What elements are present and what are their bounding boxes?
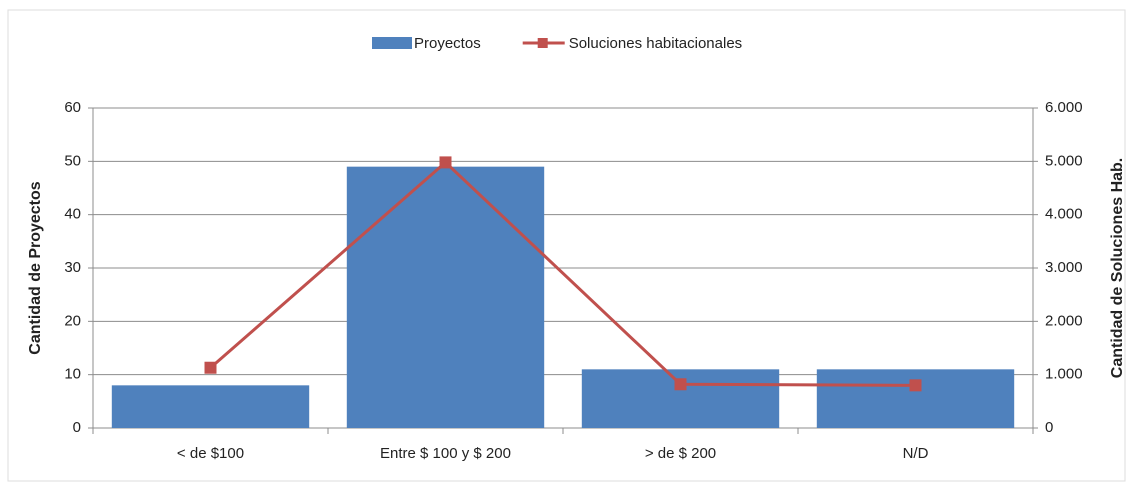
y2-tick-label: 0 <box>1045 419 1053 436</box>
y2-tick-label: 3.000 <box>1045 259 1083 276</box>
y2-tick-label: 4.000 <box>1045 206 1083 223</box>
legend-swatch <box>537 38 548 48</box>
line <box>209 160 916 387</box>
x-tick-label: N/D <box>903 445 929 462</box>
chart-frame <box>7 9 1126 482</box>
y2-tick-label: 2.000 <box>1045 312 1083 329</box>
bar <box>581 369 780 428</box>
y2-tick-label: 1.000 <box>1045 366 1083 383</box>
line-marker <box>674 378 687 391</box>
line-marker <box>909 379 922 392</box>
y-axis-title: Cantidad de Proyectos <box>27 181 44 354</box>
line-marker <box>204 361 217 374</box>
bar <box>816 369 1015 428</box>
y-tick-label: 10 <box>64 366 81 383</box>
x-tick-label: > de $ 200 <box>645 445 716 462</box>
bar <box>346 166 545 428</box>
x-tick-label: Entre $ 100 y $ 200 <box>380 445 511 462</box>
y2-tick-label: 6.000 <box>1045 99 1083 116</box>
bar <box>111 385 310 428</box>
y2-tick-label: 5.000 <box>1045 152 1083 169</box>
legend-swatch <box>372 37 412 49</box>
legend-label: Soluciones habitacionales <box>569 35 742 52</box>
y-tick-label: 30 <box>64 259 81 276</box>
y-tick-label: 20 <box>64 312 81 329</box>
y2-axis-title: Cantidad de Soluciones Hab. <box>1109 158 1126 378</box>
y-tick-label: 0 <box>73 419 81 436</box>
y-tick-label: 60 <box>64 99 81 116</box>
y-tick-label: 40 <box>64 206 81 223</box>
legend-label: Proyectos <box>414 35 481 52</box>
x-tick-label: < de $100 <box>177 445 244 462</box>
y-tick-label: 50 <box>64 152 81 169</box>
line-marker <box>439 156 452 169</box>
